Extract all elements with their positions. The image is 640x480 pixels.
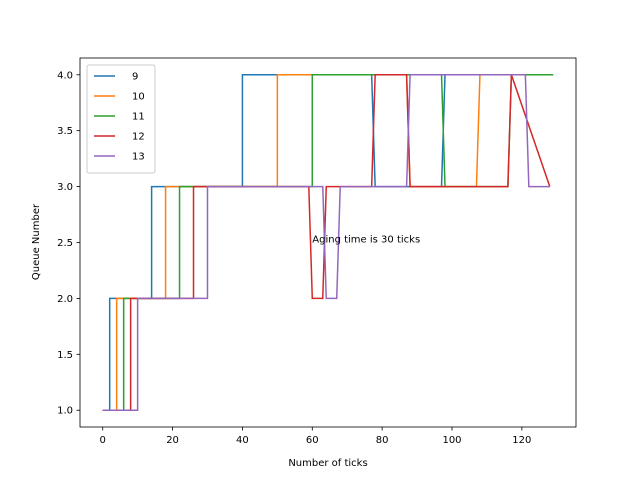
x-axis-label: Number of ticks (288, 458, 367, 469)
x-axis-ticks: 0 20 40 60 80 100 120 (100, 427, 531, 446)
y-tick-label: 2.0 (57, 294, 73, 305)
legend: 9 10 11 12 13 (86, 64, 156, 174)
annotation-text: Aging time is 30 ticks (312, 235, 420, 246)
legend-label: 9 (132, 72, 138, 83)
series-line-10 (102, 74, 550, 411)
series-line-13 (102, 74, 550, 411)
series-layer (102, 74, 554, 411)
x-tick-label: 60 (306, 435, 319, 446)
legend-label: 12 (132, 132, 145, 143)
legend-box (86, 64, 156, 174)
legend-label: 11 (132, 112, 145, 123)
y-axis-label: Queue Number (31, 203, 42, 280)
y-tick-label: 2.5 (57, 238, 73, 249)
y-axis-ticks: 1.0 1.5 2.0 2.5 3.0 3.5 4.0 (57, 70, 80, 417)
y-tick-label: 3.5 (57, 126, 73, 137)
series-line-9 (102, 74, 550, 411)
x-tick-label: 120 (512, 435, 531, 446)
y-tick-label: 1.5 (57, 350, 73, 361)
x-tick-label: 80 (376, 435, 389, 446)
x-tick-label: 20 (166, 435, 179, 446)
legend-label: 13 (132, 152, 145, 163)
x-tick-label: 100 (442, 435, 461, 446)
x-tick-label: 0 (100, 435, 106, 446)
legend-label: 10 (132, 92, 145, 103)
y-tick-label: 4.0 (57, 70, 73, 81)
y-tick-label: 1.0 (57, 406, 73, 417)
y-tick-label: 3.0 (57, 182, 73, 193)
x-tick-label: 40 (236, 435, 249, 446)
